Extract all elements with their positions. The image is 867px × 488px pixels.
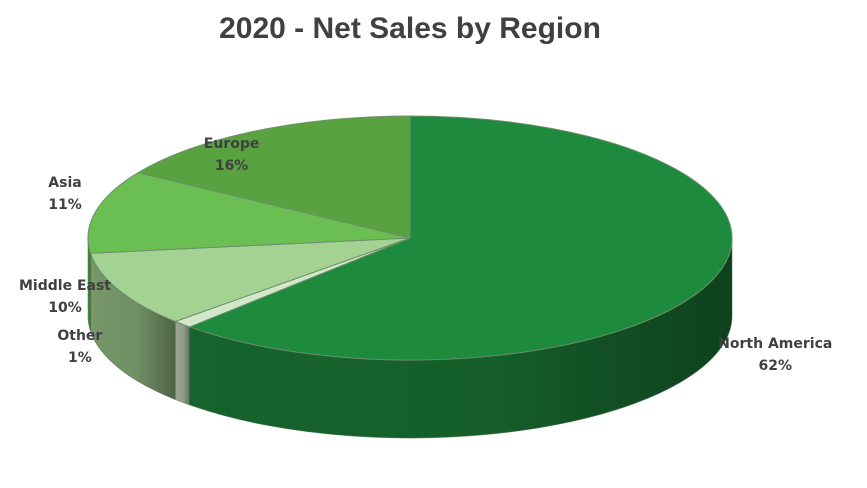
pie-slice-middle-east (89, 237, 411, 323)
slice-label-name: Europe (203, 136, 260, 153)
pie-slice-north-america (188, 115, 733, 361)
slice-label-middle-east: Middle East 10% (0, 275, 130, 319)
slice-label-name: Middle East (19, 278, 111, 295)
slice-label-asia: Asia 11% (0, 172, 130, 216)
slice-label-value: 16% (214, 158, 249, 175)
slice-label-europe: Europe 16% (167, 133, 297, 177)
chart-title: 2020 - Net Sales by Region (219, 12, 601, 45)
slice-label-value: 62% (758, 357, 792, 374)
slice-label-value: 10% (48, 300, 82, 317)
pie-slice-europe (136, 115, 411, 239)
slice-label-other: Other 1% (15, 325, 145, 369)
slice-label-value: 1% (67, 350, 92, 367)
slice-label-name: North America (718, 335, 833, 352)
slice-label-name: Asia (48, 174, 82, 191)
pie-slice-asia (87, 172, 411, 254)
pie-side-other (174, 320, 190, 406)
slice-label-value: 11% (48, 196, 82, 213)
slice-label-north-america: North America 62% (710, 333, 840, 377)
slice-label-name: Other (57, 328, 103, 345)
